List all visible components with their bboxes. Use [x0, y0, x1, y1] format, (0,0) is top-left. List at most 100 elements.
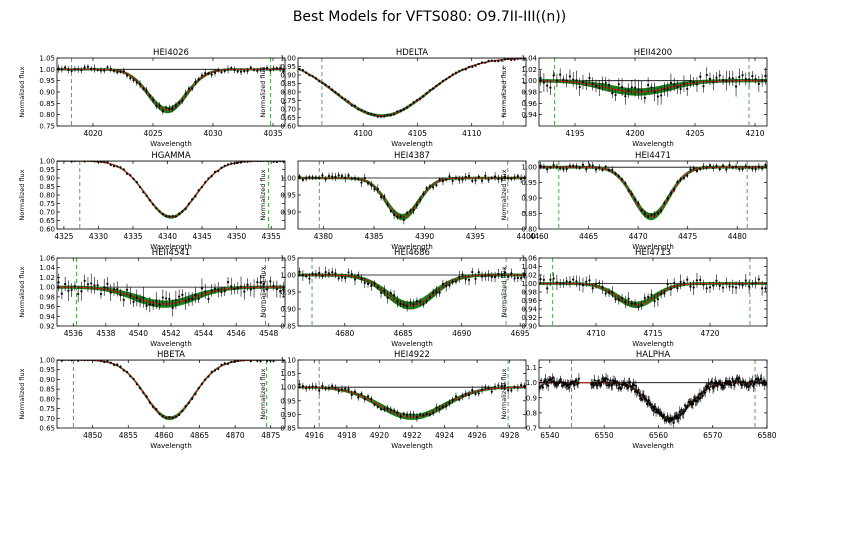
observed-flux-point	[204, 290, 207, 293]
observed-flux-point	[653, 407, 656, 410]
observed-flux-point	[718, 74, 721, 77]
observed-flux-point	[679, 280, 682, 283]
model-grid-band	[539, 165, 767, 221]
observed-flux-point	[474, 392, 477, 396]
observed-flux-point	[699, 396, 702, 399]
observed-flux-point	[129, 375, 132, 378]
observed-flux-point	[643, 212, 646, 215]
observed-flux-point	[676, 85, 679, 89]
observed-flux-point	[461, 178, 464, 181]
observed-flux-point	[331, 271, 334, 274]
y-tick-label: 0.75	[280, 97, 296, 105]
observed-flux-point	[435, 184, 438, 187]
observed-flux-point	[611, 168, 614, 171]
observed-flux-point	[725, 281, 728, 285]
observed-flux-point	[734, 165, 738, 168]
observed-flux-point	[223, 164, 226, 167]
x-axis-label: Wavelength	[632, 140, 674, 148]
observed-flux-point	[719, 383, 723, 386]
observed-flux-point	[721, 164, 725, 167]
observed-flux-point	[155, 207, 158, 210]
observed-flux-point	[454, 395, 458, 398]
observed-flux-point	[477, 392, 480, 395]
observed-flux-point	[406, 211, 409, 214]
observed-flux-point	[607, 291, 611, 294]
observed-flux-point	[578, 282, 581, 285]
observed-flux-point	[99, 69, 103, 72]
observed-flux-point	[738, 75, 741, 79]
y-tick-label: 0.60	[280, 123, 296, 131]
observed-flux-point	[653, 300, 656, 303]
observed-flux-point	[262, 282, 265, 286]
observed-flux-point	[581, 163, 585, 166]
panel-hei4686: 4680 4685 4690 4695 0.85 0.90 0.95 1.00 1.05 HEI4…	[259, 248, 530, 348]
plot-area	[57, 58, 285, 126]
observed-flux-point	[490, 275, 493, 279]
observed-flux-point	[751, 75, 754, 78]
observed-flux-point	[171, 416, 174, 419]
observed-flux-point	[353, 177, 357, 180]
observed-flux-point	[744, 77, 747, 81]
observed-flux-point	[539, 385, 542, 389]
observed-flux-point	[523, 384, 526, 387]
observed-flux-point	[441, 282, 445, 286]
observed-flux-point	[667, 418, 670, 421]
observed-flux-point	[340, 174, 344, 177]
x-tick-label: 4715	[643, 329, 662, 338]
observed-flux-point	[568, 280, 572, 283]
observed-flux-point	[669, 81, 673, 84]
x-tick-label: 4536	[64, 329, 83, 338]
observed-flux-point	[650, 293, 653, 296]
x-tick-label: 6580	[757, 431, 776, 440]
observed-flux-point	[161, 415, 164, 418]
observed-flux-point	[194, 80, 197, 83]
panel-hei4922: 4916 4918 4920 4922 4924 4926 4928 0.85 0.90 0.95…	[259, 350, 527, 450]
observed-flux-point	[599, 384, 602, 387]
observed-flux-point	[683, 410, 686, 413]
observed-flux-point	[125, 370, 129, 374]
observed-flux-point	[500, 177, 503, 180]
y-tick-label: 1.00	[280, 272, 296, 280]
observed-flux-point	[542, 165, 545, 168]
observed-flux-point	[591, 82, 594, 85]
y-tick-label: 0.96	[521, 297, 537, 305]
observed-flux-point	[669, 417, 672, 420]
observed-flux-point	[213, 369, 217, 372]
observed-flux-point	[119, 365, 122, 368]
observed-flux-point	[419, 300, 422, 304]
observed-flux-point	[546, 84, 549, 87]
observed-flux-point	[551, 376, 554, 380]
observed-flux-point	[454, 280, 458, 283]
observed-flux-point	[396, 215, 399, 219]
observed-flux-point	[552, 74, 555, 77]
observed-flux-point	[484, 174, 487, 177]
y-tick-label: 1.00	[39, 357, 55, 365]
observed-flux-point	[265, 66, 269, 70]
observed-flux-point	[493, 385, 497, 388]
y-tick-label: 1.00	[521, 164, 537, 172]
observed-flux-point	[640, 304, 643, 307]
x-tick-label: 4100	[354, 129, 373, 138]
observed-flux-point	[755, 381, 759, 384]
observed-flux-point	[445, 284, 448, 288]
observed-flux-point	[438, 407, 441, 411]
observed-flux-point	[497, 60, 500, 63]
observed-flux-point	[151, 98, 155, 102]
observed-flux-point	[758, 381, 761, 385]
observed-flux-point	[575, 165, 578, 168]
observed-flux-point	[647, 215, 650, 218]
model-grid-band	[298, 58, 526, 118]
observed-flux-point	[298, 383, 301, 386]
panel-hei4387: 4380 4385 4390 4395 4400 0.90 0.95 1.00 HEI4387 W…	[259, 151, 536, 251]
observed-flux-point	[262, 67, 265, 71]
observed-flux-point	[761, 382, 765, 385]
observed-flux-point	[718, 284, 721, 287]
y-tick-label: 1.06	[521, 255, 537, 263]
x-axis-label: Wavelength	[150, 243, 192, 251]
observed-flux-point	[692, 399, 695, 402]
observed-flux-point	[376, 187, 379, 191]
observed-flux-point	[761, 79, 764, 82]
x-tick-label: 4390	[415, 232, 434, 241]
observed-flux-point	[386, 203, 389, 206]
observed-flux-point	[438, 82, 441, 85]
